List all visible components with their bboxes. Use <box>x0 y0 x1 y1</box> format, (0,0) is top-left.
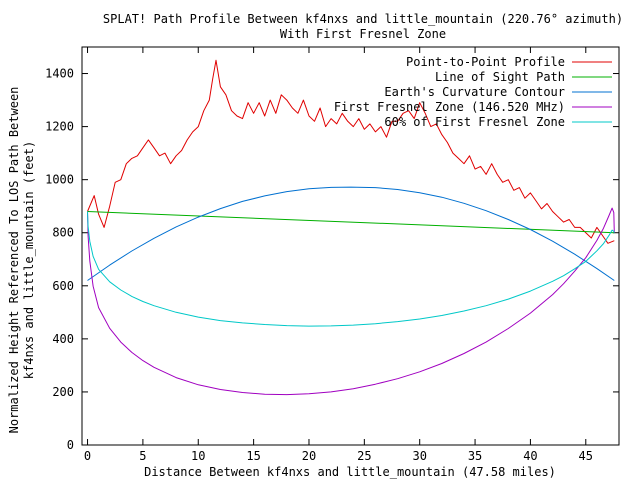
y-tick-label: 1000 <box>45 173 74 187</box>
series-line-60-of-first-fresnel-zone <box>87 211 615 327</box>
x-tick-label: 0 <box>84 449 91 463</box>
y-axis-label: Normalized Height Referenced To LOS Path… <box>7 87 36 434</box>
legend-label: 60% of First Fresnel Zone <box>384 115 565 129</box>
x-tick-label: 30 <box>412 449 426 463</box>
legend-label: Point-to-Point Profile <box>406 55 565 69</box>
x-tick-label: 10 <box>191 449 205 463</box>
chart-title-line2: With First Fresnel Zone <box>280 27 446 41</box>
series-line-first-fresnel-zone-146-520-mhz <box>87 207 615 396</box>
y-tick-label: 1200 <box>45 120 74 134</box>
x-tick-label: 35 <box>468 449 482 463</box>
series-line-line-of-sight-path <box>87 211 615 234</box>
y-axis-label-line2: kf4nxs and little_mountain (feet) <box>22 141 36 379</box>
y-tick-label: 0 <box>67 438 74 452</box>
x-tick-label: 20 <box>302 449 316 463</box>
x-tick-label: 45 <box>579 449 593 463</box>
series-line-point-to-point-profile <box>87 59 615 244</box>
x-tick-label: 40 <box>523 449 537 463</box>
y-tick-label: 400 <box>52 332 74 346</box>
y-tick-label: 800 <box>52 226 74 240</box>
y-axis-label-line1: Normalized Height Referenced To LOS Path… <box>7 87 21 434</box>
series-group <box>87 59 615 396</box>
x-tick-label: 25 <box>357 449 371 463</box>
x-axis-label: Distance Between kf4nxs and little_mount… <box>144 465 556 479</box>
legend-label: Line of Sight Path <box>435 70 565 84</box>
chart-title-line1: SPLAT! Path Profile Between kf4nxs and l… <box>103 12 623 26</box>
plot-frame <box>81 46 620 446</box>
legend-label: Earth's Curvature Contour <box>384 85 565 99</box>
legend-label: First Fresnel Zone (146.520 MHz) <box>334 100 565 114</box>
y-tick-label: 600 <box>52 279 74 293</box>
series-line-earth-s-curvature-contour <box>87 186 615 281</box>
axis-ticks: 0 5 10 15 20 25 30 35 40 45 0 200 400 600 800 1000 1200 1… <box>45 47 619 463</box>
x-tick-label: 15 <box>246 449 260 463</box>
x-tick-label: 5 <box>139 449 146 463</box>
y-tick-label: 200 <box>52 385 74 399</box>
y-tick-label: 1400 <box>45 67 74 81</box>
